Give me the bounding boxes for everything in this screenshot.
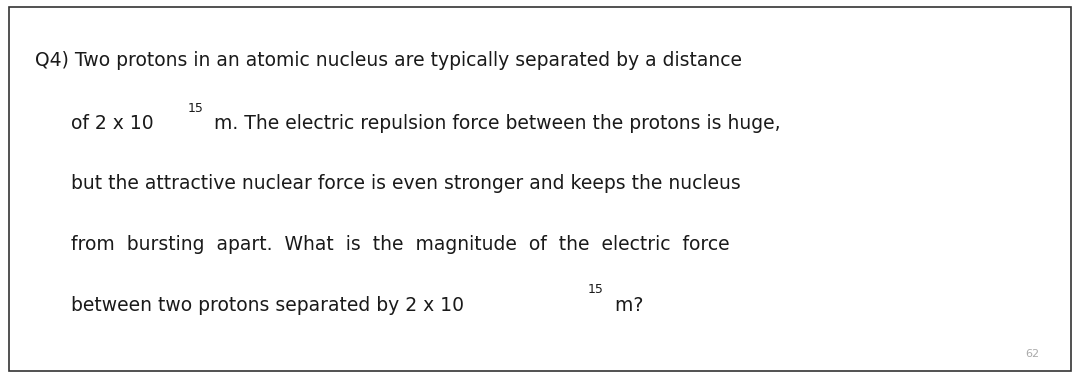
Text: from  bursting  apart.  What  is  the  magnitude  of  the  electric  force: from bursting apart. What is the magnitu… [35,235,729,254]
Text: between two protons separated by 2 x 10: between two protons separated by 2 x 10 [35,296,463,315]
Text: 62: 62 [1025,349,1039,359]
Text: Q4) Two protons in an atomic nucleus are typically separated by a distance: Q4) Two protons in an atomic nucleus are… [35,51,742,70]
FancyBboxPatch shape [9,7,1071,371]
Text: 15: 15 [188,102,203,114]
Text: of 2 x 10: of 2 x 10 [35,114,153,133]
Text: 15: 15 [589,283,604,296]
Text: but the attractive nuclear force is even stronger and keeps the nucleus: but the attractive nuclear force is even… [35,174,740,193]
Text: m?: m? [609,296,643,315]
Text: m. The electric repulsion force between the protons is huge,: m. The electric repulsion force between … [208,114,781,133]
